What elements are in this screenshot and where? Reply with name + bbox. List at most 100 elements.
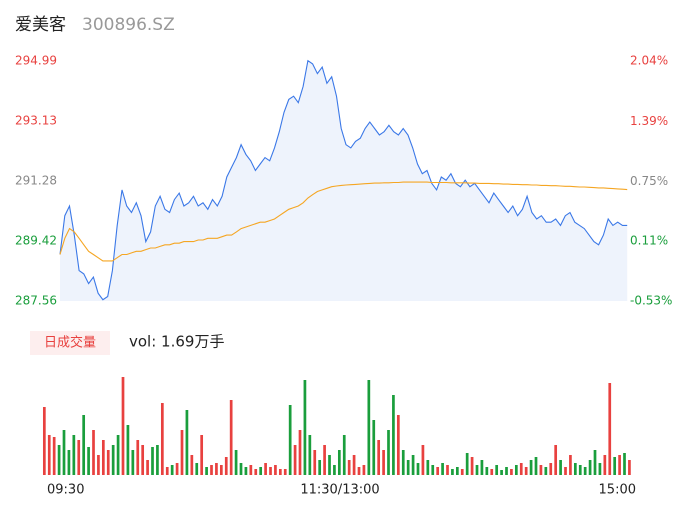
volume-bar (52, 437, 56, 475)
volume-bar (234, 450, 238, 475)
volume-bar (416, 463, 420, 475)
volume-bar (278, 469, 282, 475)
volume-bar (308, 435, 312, 475)
volume-bar (323, 445, 326, 475)
volume-bar (333, 465, 336, 475)
volume-bar (495, 465, 499, 475)
volume-bar (446, 465, 449, 475)
volume-bar (396, 415, 400, 475)
volume-bar (392, 395, 395, 475)
volume-bar (288, 405, 292, 475)
volume-bar (578, 465, 582, 475)
volume-bar (505, 467, 508, 475)
volume-bar (151, 447, 154, 475)
price-line (59, 59, 628, 301)
volume-bar (362, 465, 366, 475)
volume-bar (180, 430, 184, 475)
y2-tick-label: 2.04% (630, 54, 668, 68)
y-tick-label: 291.28 (15, 173, 57, 187)
average-line (59, 181, 628, 262)
volume-bar (559, 460, 562, 475)
x-tick-label: 15:00 (599, 483, 636, 498)
volume-bar (200, 435, 204, 475)
volume-label: vol: 1.69万手 (129, 333, 224, 351)
volume-bar (62, 430, 66, 475)
volume-bar (465, 453, 469, 475)
volume-bar (564, 467, 567, 475)
volume-bar (318, 460, 322, 475)
volume-bar (136, 440, 140, 475)
volume-bar (421, 445, 425, 475)
volume-bar (485, 467, 489, 475)
volume-bar (170, 465, 174, 475)
y2-tick-label: 0.11% (630, 234, 668, 248)
volume-bar (387, 430, 390, 475)
volume-bar (254, 469, 258, 475)
price-area (60, 60, 628, 302)
volume-bar (215, 463, 218, 475)
volume-bar (57, 445, 61, 475)
volume-bar (210, 465, 213, 475)
volume-bar (529, 460, 533, 475)
volume-bar (283, 469, 287, 475)
volume-bar (337, 450, 341, 475)
volume-bar (82, 415, 86, 475)
volume-bar (160, 403, 164, 475)
stock-code: 300896.SZ (82, 15, 175, 35)
volume-bar (426, 460, 430, 475)
volume-bar (460, 469, 464, 475)
volume-bar (367, 380, 371, 475)
volume-bar (411, 455, 415, 475)
volume-bar (613, 457, 617, 475)
volume-bar (382, 450, 385, 475)
volume-bar (618, 455, 621, 475)
volume-bar (544, 467, 548, 475)
y-tick-label: 289.42 (15, 233, 57, 247)
volume-bar (554, 445, 558, 475)
volume-bar (628, 460, 631, 475)
volume-bar (357, 467, 361, 475)
volume-bar (259, 467, 263, 475)
volume-bar (67, 450, 71, 475)
volume-bar (219, 465, 223, 475)
y2-tick-label: 0.75% (630, 174, 668, 188)
volume-bar (441, 463, 444, 475)
x-tick-label: 09:30 (47, 483, 84, 498)
volume-bar (92, 430, 95, 475)
volume-bar (298, 430, 302, 475)
volume-bar (406, 460, 410, 475)
volume-bar (224, 457, 228, 475)
volume-bar (303, 380, 307, 475)
volume-bar (549, 463, 553, 475)
volume-bar (72, 435, 76, 475)
volume-bar (269, 467, 272, 475)
volume-tab[interactable]: 日成交量 (44, 335, 96, 351)
volume-bar (116, 435, 120, 475)
volume-bar (190, 455, 194, 475)
volume-bar (106, 450, 110, 475)
volume-bar (593, 450, 597, 475)
volume-bar (274, 465, 277, 475)
volume-bar (608, 383, 612, 475)
volume-bar (372, 420, 376, 475)
volume-tab-bg[interactable] (30, 331, 110, 355)
volume-bar (519, 463, 523, 475)
y2-tick-label: -0.53% (630, 294, 672, 308)
volume-bar (111, 445, 115, 475)
volume-bar (583, 467, 587, 475)
volume-bar (141, 445, 145, 475)
volume-bar (352, 455, 356, 475)
volume-bar (244, 467, 248, 475)
volume-bar (436, 467, 440, 475)
volume-bar (249, 465, 253, 475)
volume-bar (569, 455, 572, 475)
volume-bar (239, 463, 243, 475)
volume-bar (156, 445, 159, 475)
volume-bar (490, 469, 494, 475)
volume-bar (480, 460, 484, 475)
volume-bar (229, 400, 233, 475)
volume-bar (47, 435, 51, 475)
volume-bar (588, 460, 592, 475)
volume-bar (377, 440, 381, 475)
